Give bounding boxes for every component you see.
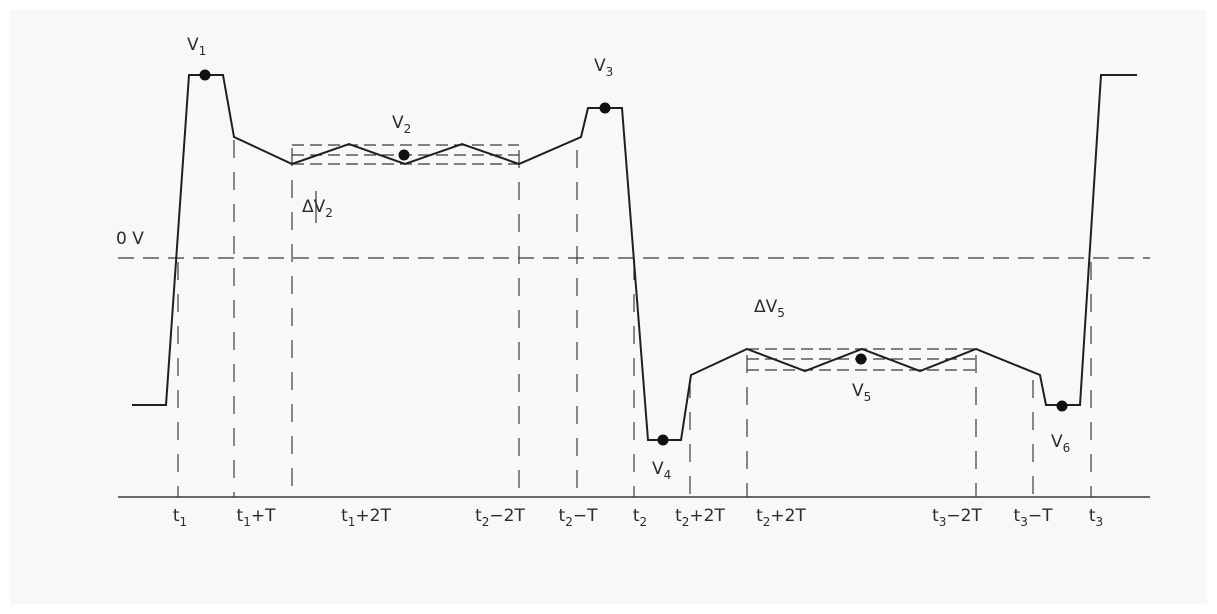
time-labels: t1 t1+T t1+2T t2−2T t2−T t2 t2+2T t2+2T … xyxy=(173,506,1103,529)
label-delta-v2: ΔV2 xyxy=(302,197,333,220)
time-label: t2+2T xyxy=(675,506,725,529)
time-label: t3−2T xyxy=(932,506,982,529)
time-label: t2−T xyxy=(559,506,599,529)
time-label: t3−T xyxy=(1014,506,1054,529)
time-label: t1 xyxy=(173,506,187,529)
time-label: t2−2T xyxy=(475,506,525,529)
time-label: t3 xyxy=(1089,506,1103,529)
label-v6: V6 xyxy=(1051,432,1070,455)
label-delta-v5: ΔV5 xyxy=(754,297,785,320)
point-v6 xyxy=(1056,400,1068,412)
label-v5: V5 xyxy=(852,381,871,404)
label-v4: V4 xyxy=(652,459,671,482)
point-v3 xyxy=(599,102,611,114)
label-v2: V2 xyxy=(392,113,411,136)
point-v4 xyxy=(657,434,669,446)
time-markers xyxy=(177,140,1092,497)
time-label: t1+T xyxy=(237,506,277,529)
point-v5 xyxy=(855,353,867,365)
point-v1 xyxy=(199,69,211,81)
time-label: t1+2T xyxy=(341,506,391,529)
label-v3: V3 xyxy=(594,56,613,79)
point-v2 xyxy=(398,149,410,161)
label-v1: V1 xyxy=(187,35,206,58)
time-label: t2 xyxy=(633,506,647,529)
zero-volt-label: 0 V xyxy=(116,229,144,249)
voltage-waveform xyxy=(132,74,1137,441)
time-label: t2+2T xyxy=(756,506,806,529)
